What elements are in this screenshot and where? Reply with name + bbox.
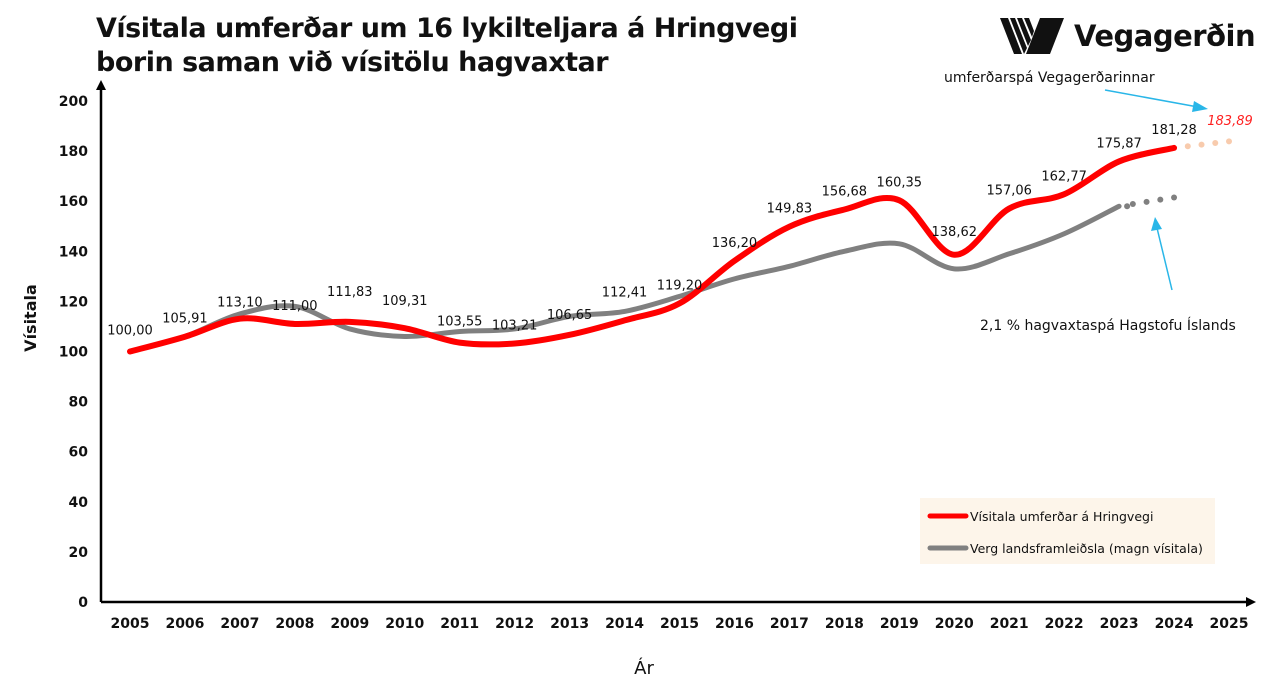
x-axis-arrow-icon [1246, 597, 1256, 607]
data-label: 181,28 [1151, 123, 1197, 138]
data-label: 149,83 [767, 202, 813, 217]
x-tick-label: 2016 [715, 616, 754, 632]
data-label: 162,77 [1041, 169, 1087, 184]
x-tick-label: 2006 [165, 616, 204, 632]
x-tick-label: 2014 [605, 616, 644, 632]
data-label: 111,83 [327, 285, 373, 300]
data-label: 109,31 [382, 294, 428, 309]
forecast-dot [1124, 203, 1131, 210]
x-tick-label: 2010 [385, 616, 424, 632]
x-tick-label: 2017 [770, 616, 809, 632]
forecast-data-label: 183,89 [1207, 114, 1253, 129]
data-label: 160,35 [877, 175, 923, 190]
x-tick-label: 2009 [330, 616, 369, 632]
x-tick-label: 2011 [440, 616, 479, 632]
y-axis-arrow-icon [96, 80, 106, 90]
data-label: 100,00 [107, 324, 153, 339]
x-tick-label: 2008 [275, 616, 314, 632]
x-tick-label: 2022 [1045, 616, 1084, 632]
annotation-arrow [1104, 89, 1199, 108]
y-tick-label: 140 [59, 244, 88, 260]
annotation-gdp-forecast: 2,1 % hagvaxtaspá Hagstofu Íslands [980, 317, 1236, 334]
legend-label: Vísitala umferðar á Hringvegi [970, 509, 1153, 524]
data-label: 112,41 [602, 285, 648, 300]
forecast-dot [1212, 139, 1219, 146]
legend [920, 498, 1215, 564]
data-label: 113,10 [217, 296, 263, 311]
y-tick-label: 80 [69, 395, 89, 411]
y-axis-title: Vísitala [21, 284, 40, 352]
data-label: 111,00 [272, 299, 318, 314]
x-tick-label: 2007 [220, 616, 259, 632]
x-tick-label: 2018 [825, 616, 864, 632]
y-tick-label: 120 [59, 294, 88, 310]
x-tick-label: 2019 [880, 616, 919, 632]
legend-label: Verg landsframleiðsla (magn vísitala) [970, 541, 1203, 556]
x-tick-label: 2013 [550, 616, 589, 632]
forecast-dot [1157, 196, 1164, 203]
y-tick-label: 160 [59, 194, 88, 210]
data-label: 103,21 [492, 318, 538, 333]
logo-text: Vegagerðin [1074, 19, 1256, 53]
x-tick-label: 2005 [111, 616, 150, 632]
title-line-1: Vísitala umferðar um 16 lykilteljara á H… [96, 13, 798, 44]
logo-stripes-icon [1000, 18, 1064, 54]
x-axis-title: Ár [634, 657, 654, 679]
y-tick-label: 40 [69, 495, 89, 511]
data-label: 136,20 [712, 236, 758, 251]
series-line-gdp [127, 203, 1122, 354]
arrow-head-icon [1151, 217, 1162, 231]
chart-title: Vísitala umferðar um 16 lykilteljara á H… [96, 12, 798, 80]
y-tick-label: 60 [69, 445, 89, 461]
data-label: 105,91 [162, 312, 208, 327]
forecast-dot [1184, 143, 1191, 150]
x-tick-label: 2015 [660, 616, 699, 632]
y-tick-label: 0 [78, 595, 88, 611]
annotation-traffic-forecast: umferðarspá Vegagerðarinnar [944, 70, 1155, 86]
vegagerdin-logo: Vegagerðin [1000, 16, 1256, 56]
x-tick-label: 2012 [495, 616, 534, 632]
x-tick-label: 2025 [1210, 616, 1249, 632]
x-tick-label: 2021 [990, 616, 1029, 632]
forecast-dot [1226, 138, 1232, 145]
data-label: 119,20 [657, 278, 703, 293]
data-label: 156,68 [822, 185, 868, 200]
data-label: 138,62 [932, 225, 978, 240]
data-label: 175,87 [1096, 136, 1142, 151]
arrow-head-icon [1192, 101, 1208, 112]
x-tick-label: 2024 [1155, 616, 1194, 632]
y-tick-label: 100 [59, 345, 88, 361]
forecast-dot [1171, 194, 1178, 201]
data-label: 157,06 [986, 184, 1032, 199]
series-line-traffic [127, 144, 1178, 355]
x-tick-label: 2020 [935, 616, 974, 632]
x-tick-label: 2023 [1100, 616, 1139, 632]
title-line-2: borin saman við vísitölu hagvaxtar [96, 47, 609, 78]
forecast-dot [1143, 198, 1150, 205]
data-label: 106,65 [547, 308, 593, 323]
data-label: 103,55 [437, 315, 483, 330]
y-tick-label: 200 [59, 94, 88, 110]
forecast-dot [1129, 201, 1136, 208]
y-tick-label: 180 [59, 144, 88, 160]
y-tick-label: 20 [69, 545, 89, 561]
forecast-dot [1198, 141, 1205, 148]
annotation-arrow [1156, 227, 1173, 291]
